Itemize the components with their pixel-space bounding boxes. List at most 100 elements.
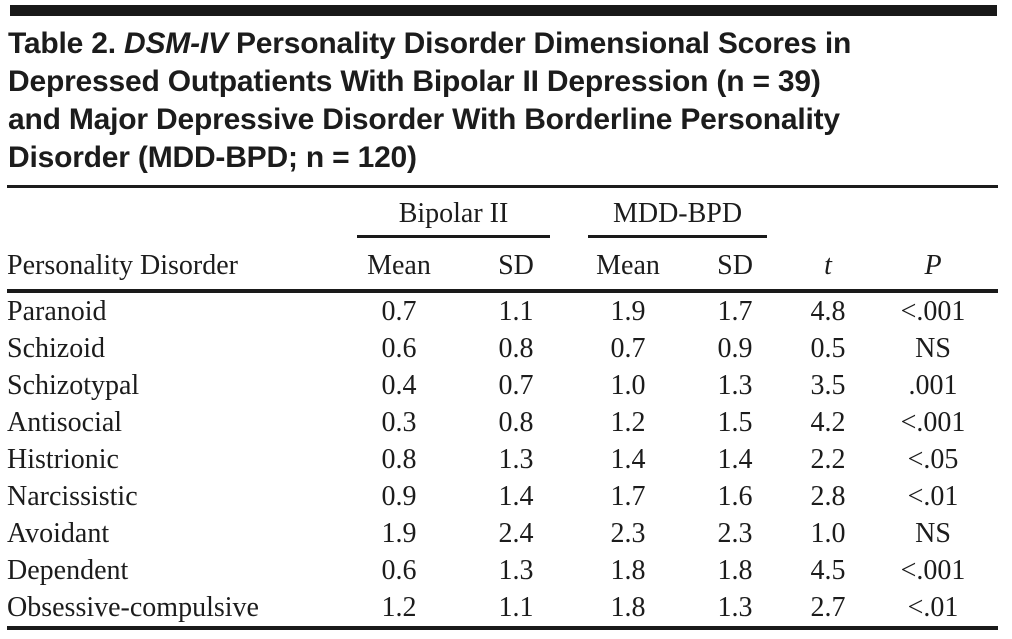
column-header-bipolar-sd: SD: [458, 238, 575, 293]
cell-mdd-mean: 1.2: [610, 406, 646, 438]
cell-t: 3.5: [810, 369, 846, 401]
cell-t: 2.8: [810, 480, 846, 512]
cell-mdd-mean: 1.9: [610, 295, 646, 327]
cell-p: <.05: [907, 443, 959, 475]
title-dsm-iv-italic: DSM-IV: [124, 27, 228, 60]
cell-mdd-mean: 1.8: [610, 554, 646, 586]
cell-mdd-sd: 1.4: [717, 443, 753, 475]
column-header-t: t: [788, 238, 869, 293]
cell-p: .001: [908, 369, 958, 401]
column-header-mdd-mean: Mean: [574, 238, 683, 293]
cell-bipolar-mean: 1.9: [381, 517, 417, 549]
table-row-narcissistic: Narcissistic 0.9 1.4 1.7 1.6 2.8 <.01: [7, 478, 998, 515]
table-header: Bipolar II MDD-BPD Personality Disorder …: [7, 188, 999, 293]
cell-disorder: Dependent: [7, 554, 129, 586]
title-line-2: Depressed Outpatients With Bipolar II De…: [8, 65, 821, 98]
top-rule: [10, 5, 997, 16]
cell-bipolar-sd: 1.1: [498, 591, 534, 623]
table-row-avoidant: Avoidant 1.9 2.4 2.3 2.3 1.0 NS: [7, 515, 998, 552]
cell-bipolar-sd: 1.3: [498, 554, 534, 586]
table-row-schizoid: Schizoid 0.6 0.8 0.7 0.9 0.5 NS: [7, 330, 998, 367]
cell-t: 2.7: [810, 591, 846, 623]
column-header-row: Personality Disorder Mean SD Mean SD t P: [7, 238, 999, 293]
cell-p: NS: [915, 332, 951, 364]
cell-t: 0.5: [810, 332, 846, 364]
cell-bipolar-mean: 0.6: [381, 332, 417, 364]
cell-disorder: Antisocial: [7, 406, 123, 438]
cell-t: 1.0: [810, 517, 846, 549]
table-row-antisocial: Antisocial 0.3 0.8 1.2 1.5 4.2 <.001: [7, 404, 998, 441]
cell-mdd-mean: 2.3: [610, 517, 646, 549]
cell-bipolar-mean: 0.9: [381, 480, 417, 512]
table-title: Table 2. DSM-IV Personality Disorder Dim…: [8, 25, 1002, 177]
group-label-mdd-bpd: MDD-BPD: [588, 198, 768, 238]
title-line-3: and Major Depressive Disorder With Borde…: [8, 103, 840, 136]
scores-table: Bipolar II MDD-BPD Personality Disorder …: [7, 188, 999, 630]
cell-mdd-sd: 1.3: [717, 369, 753, 401]
cell-p: <.001: [900, 295, 966, 327]
cell-mdd-mean: 1.0: [610, 369, 646, 401]
cell-bipolar-mean: 0.8: [381, 443, 417, 475]
table-row-obsessive-compulsive: Obsessive-compulsive 1.2 1.1 1.8 1.3 2.7…: [7, 589, 998, 628]
cell-t: 4.2: [810, 406, 846, 438]
column-header-personality-disorder: Personality Disorder: [7, 238, 340, 293]
column-header-p: P: [868, 238, 999, 293]
cell-p: <.001: [900, 406, 966, 438]
paper-table-figure: Table 2. DSM-IV Personality Disorder Dim…: [0, 5, 1012, 639]
cell-bipolar-sd: 2.4: [498, 517, 534, 549]
cell-disorder: Schizoid: [7, 332, 105, 364]
table-row-paranoid: Paranoid 0.7 1.1 1.9 1.7 4.8 <.001: [7, 291, 998, 330]
title-line-4: Disorder (MDD-BPD; n = 120): [8, 141, 417, 174]
table-row-schizotypal: Schizotypal 0.4 0.7 1.0 1.3 3.5 .001: [7, 367, 998, 404]
cell-p: <.001: [900, 554, 966, 586]
cell-mdd-mean: 1.8: [610, 591, 646, 623]
group-header-spacer: [868, 188, 998, 238]
group-header-spacer: [788, 188, 868, 238]
cell-bipolar-mean: 0.4: [381, 369, 417, 401]
cell-mdd-mean: 0.7: [610, 332, 646, 364]
cell-mdd-sd: 1.3: [717, 591, 753, 623]
cell-mdd-mean: 1.7: [610, 480, 646, 512]
cell-mdd-sd: 2.3: [717, 517, 753, 549]
cell-bipolar-mean: 1.2: [381, 591, 417, 623]
cell-bipolar-sd: 0.7: [498, 369, 534, 401]
cell-bipolar-sd: 1.3: [498, 443, 534, 475]
title-line-1: Table 2. DSM-IV Personality Disorder Dim…: [8, 25, 1002, 63]
cell-bipolar-sd: 0.8: [498, 332, 534, 364]
group-header-row: Bipolar II MDD-BPD: [7, 188, 998, 238]
table-row-dependent: Dependent 0.6 1.3 1.8 1.8 4.5 <.001: [7, 552, 998, 589]
cell-bipolar-mean: 0.7: [381, 295, 417, 327]
cell-disorder: Obsessive-compulsive: [7, 591, 259, 623]
cell-bipolar-mean: 0.3: [381, 406, 417, 438]
cell-disorder: Schizotypal: [7, 369, 140, 401]
group-label-bipolar: Bipolar II: [357, 198, 551, 238]
table-number: Table 2.: [8, 27, 116, 60]
group-header-spacer: [7, 188, 340, 238]
cell-t: 4.8: [810, 295, 846, 327]
cell-p: <.01: [907, 480, 959, 512]
title-line-1-rest: Personality Disorder Dimensional Scores …: [235, 27, 852, 60]
table-row-histrionic: Histrionic 0.8 1.3 1.4 1.4 2.2 <.05: [7, 441, 998, 478]
cell-mdd-sd: 1.8: [717, 554, 753, 586]
group-header-bipolar: Bipolar II: [340, 188, 574, 238]
column-header-mdd-sd: SD: [682, 238, 789, 293]
group-header-mdd-bpd: MDD-BPD: [574, 188, 788, 238]
cell-mdd-sd: 1.5: [717, 406, 753, 438]
cell-bipolar-sd: 1.4: [498, 480, 534, 512]
column-header-bipolar-mean: Mean: [340, 238, 458, 293]
cell-disorder: Histrionic: [7, 443, 119, 475]
cell-t: 2.2: [810, 443, 846, 475]
cell-disorder: Avoidant: [7, 517, 110, 549]
cell-p: <.01: [907, 591, 959, 623]
cell-disorder: Paranoid: [7, 295, 107, 327]
cell-t: 4.5: [810, 554, 846, 586]
cell-mdd-sd: 1.7: [717, 295, 753, 327]
cell-bipolar-sd: 1.1: [498, 295, 534, 327]
cell-mdd-sd: 1.6: [717, 480, 753, 512]
cell-mdd-sd: 0.9: [717, 332, 753, 364]
cell-bipolar-mean: 0.6: [381, 554, 417, 586]
cell-bipolar-sd: 0.8: [498, 406, 534, 438]
cell-disorder: Narcissistic: [7, 480, 138, 512]
table-body: Paranoid 0.7 1.1 1.9 1.7 4.8 <.001 Schiz…: [7, 291, 998, 628]
cell-mdd-mean: 1.4: [610, 443, 646, 475]
